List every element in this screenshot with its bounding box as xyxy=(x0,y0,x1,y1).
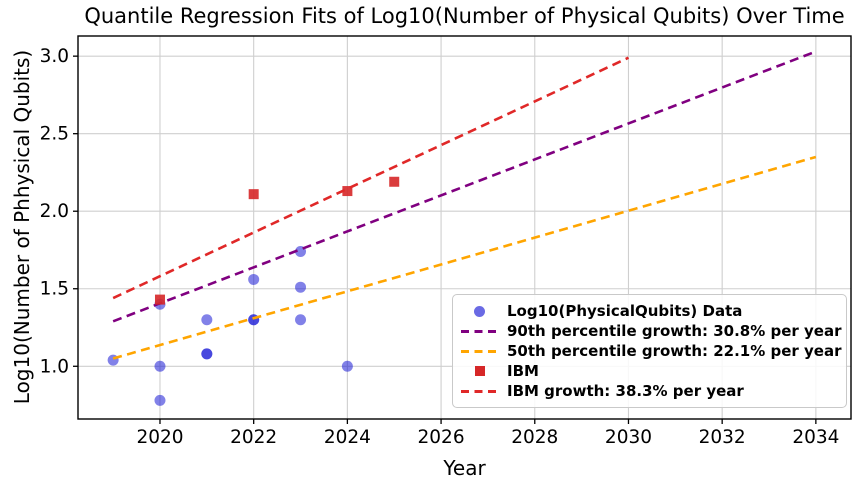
legend-label: IBM growth: 38.3% per year xyxy=(507,381,744,400)
legend-dashed-line-icon xyxy=(461,389,498,393)
legend-dashed-line-icon xyxy=(461,349,498,353)
x-axis-label: Year xyxy=(443,456,486,480)
trend-line xyxy=(112,155,817,360)
data-point xyxy=(295,281,307,293)
x-tick-label: 2032 xyxy=(699,427,746,448)
x-tick-label: 2030 xyxy=(605,427,652,448)
y-tick-label: 1.5 xyxy=(40,279,69,300)
data-point xyxy=(154,394,166,406)
legend-label: Log10(PhysicalQubits) Data xyxy=(507,301,743,320)
chart-title: Quantile Regression Fits of Log10(Number… xyxy=(84,4,845,28)
legend-label: 50th percentile growth: 22.1% per year xyxy=(507,341,842,360)
legend-item: IBM growth: 38.3% per year xyxy=(461,381,838,400)
legend-item: 50th percentile growth: 22.1% per year xyxy=(461,341,842,360)
legend-dashed-line-icon xyxy=(461,329,498,333)
ibm-data-point xyxy=(342,186,353,197)
x-tick-label: 2028 xyxy=(511,427,558,448)
x-tick-label: 2026 xyxy=(418,427,465,448)
data-point xyxy=(295,314,307,326)
legend: Log10(PhysicalQubits) Data 90th percentil… xyxy=(452,294,847,408)
ibm-data-point xyxy=(154,294,165,305)
y-tick-label: 3.0 xyxy=(40,46,69,67)
legend-label: IBM xyxy=(507,361,539,380)
legend-item: Log10(PhysicalQubits) Data xyxy=(461,301,838,320)
trend-line xyxy=(112,56,630,300)
legend-item: IBM xyxy=(461,361,838,380)
data-point xyxy=(201,314,213,326)
data-point xyxy=(154,360,166,372)
ibm-data-point xyxy=(248,189,259,200)
y-axis-label: Log10(Number of Phhysical Qubits) xyxy=(10,49,34,405)
x-tick-label: 2024 xyxy=(324,427,371,448)
x-tick-label: 2020 xyxy=(136,427,183,448)
ibm-data-point xyxy=(389,176,400,187)
legend-label: 90th percentile growth: 30.8% per year xyxy=(507,321,842,340)
data-point xyxy=(201,348,213,360)
y-tick-label: 1.0 xyxy=(40,356,69,377)
data-point xyxy=(248,273,260,285)
legend-circle-marker-icon xyxy=(474,305,485,317)
x-tick-label: 2022 xyxy=(230,427,277,448)
data-point xyxy=(341,360,353,372)
legend-item: 90th percentile growth: 30.8% per year xyxy=(461,321,842,340)
legend-square-marker-icon xyxy=(474,366,485,376)
y-tick-label: 2.0 xyxy=(40,201,69,222)
y-tick-label: 2.5 xyxy=(40,124,69,145)
trend-line xyxy=(112,50,817,323)
axes-frame xyxy=(77,35,852,420)
x-tick-label: 2034 xyxy=(792,427,839,448)
